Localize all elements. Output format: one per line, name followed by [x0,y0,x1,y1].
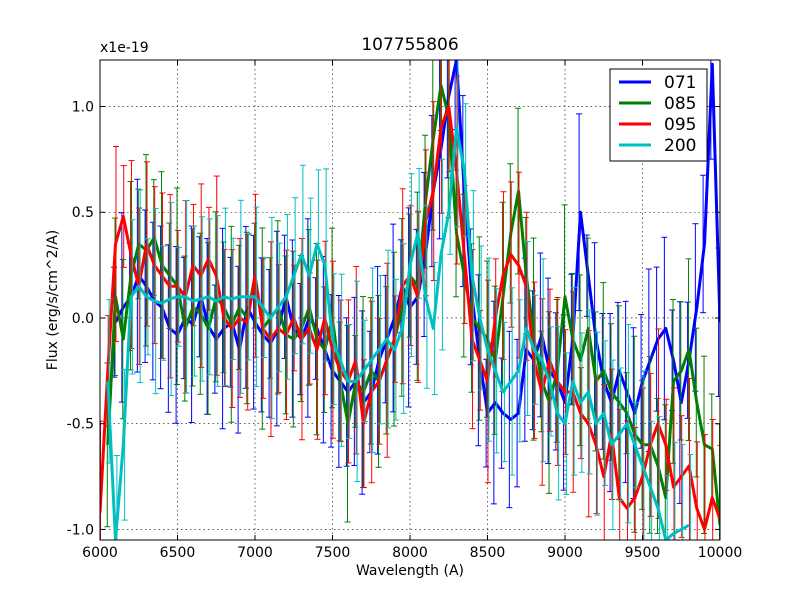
x-tick-label: 8000 [392,545,428,561]
legend-label-085: 085 [664,94,696,114]
x-tick-label: 9000 [547,545,583,561]
axis-ticks: 6000 6500 7000 7500 8000 8500 9000 9500 10000 -1.… [67,60,743,561]
x-tick-label: 7500 [315,545,351,561]
series-line-200 [106,126,690,540]
legend-label-095: 095 [664,115,696,135]
x-tick-label: 8500 [470,545,506,561]
y-tick-label: -1.0 [67,522,94,538]
legend: 071 085 095 200 [609,68,708,162]
x-tick-label: 9500 [625,545,661,561]
x-tick-label: 6000 [82,545,118,561]
x-tick-label: 6500 [160,545,196,561]
chart-title: 107755806 [361,35,458,55]
x-axis-label: Wavelength (A) [356,563,464,579]
y-tick-label: 0.0 [72,311,94,327]
y-tick-label: 0.5 [72,205,94,221]
legend-label-200: 200 [664,136,696,156]
x-tick-label: 10000 [698,545,743,561]
y-axis-label: Flux (erg/s/cm^2/A) [45,230,61,370]
x-tick-label: 7000 [237,545,273,561]
y-tick-label: -0.5 [67,417,94,433]
legend-label-071: 071 [664,73,696,93]
y-tick-label: 1.0 [72,100,94,116]
series-group [100,60,720,540]
y-scale-label: x1e-19 [100,40,149,56]
series-200 [106,60,694,540]
